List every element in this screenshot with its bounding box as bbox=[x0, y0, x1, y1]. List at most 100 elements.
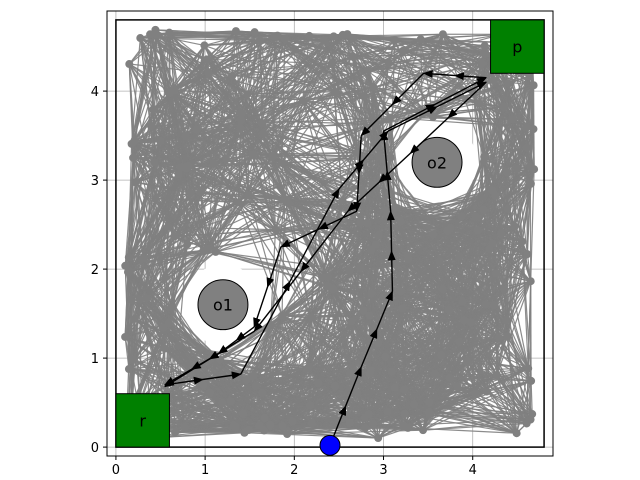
roadmap-node bbox=[317, 273, 326, 282]
roadmap-node bbox=[458, 297, 467, 306]
roadmap-node bbox=[367, 246, 376, 255]
roadmap-edge bbox=[131, 299, 247, 381]
roadmap-edge bbox=[232, 75, 374, 89]
roadmap-edge bbox=[248, 162, 283, 196]
roadmap-node bbox=[523, 250, 532, 259]
roadmap-node bbox=[473, 226, 482, 235]
x-tick-label: 1 bbox=[201, 463, 209, 478]
roadmap-edge bbox=[306, 288, 335, 370]
roadmap-edge bbox=[239, 38, 286, 129]
roadmap-node bbox=[435, 257, 444, 266]
roadmap-node bbox=[165, 88, 174, 97]
roadmap-node bbox=[364, 66, 373, 75]
roadmap-edge bbox=[287, 427, 366, 435]
roadmap-edge bbox=[349, 270, 371, 374]
roadmap-node bbox=[249, 371, 258, 380]
roadmap-edge bbox=[128, 34, 158, 65]
roadmap-node bbox=[368, 419, 377, 428]
roadmap-node bbox=[160, 344, 169, 353]
roadmap-edge bbox=[133, 34, 158, 141]
roadmap-edge bbox=[333, 288, 364, 312]
roadmap-edge bbox=[133, 157, 227, 160]
roadmap-edge bbox=[129, 63, 233, 77]
roadmap-edge bbox=[333, 91, 358, 153]
roadmap-edge bbox=[206, 58, 303, 101]
roadmap-node bbox=[513, 164, 522, 173]
roadmap-node bbox=[278, 311, 287, 320]
roadmap-edge bbox=[124, 299, 133, 338]
roadmap-node bbox=[396, 287, 405, 296]
roadmap-edge bbox=[466, 273, 497, 363]
roadmap-edge bbox=[202, 159, 227, 251]
roadmap-edge bbox=[370, 308, 404, 371]
roadmap-edge bbox=[239, 36, 276, 129]
obstacle-label-o2: o2 bbox=[427, 153, 447, 172]
roadmap-edge bbox=[422, 319, 508, 431]
roadmap-node bbox=[500, 285, 509, 294]
roadmap-node bbox=[167, 303, 176, 312]
roadmap-node bbox=[236, 124, 245, 133]
roadmap-edge bbox=[394, 207, 528, 255]
roadmap-node bbox=[202, 55, 211, 64]
roadmap-edge bbox=[261, 122, 363, 191]
roadmap-edge bbox=[246, 285, 329, 381]
roadmap-edge bbox=[131, 143, 188, 245]
roadmap-node bbox=[365, 311, 374, 320]
roadmap-node bbox=[273, 31, 282, 40]
roadmap-edge bbox=[472, 51, 485, 94]
roadmap-node bbox=[165, 28, 174, 37]
roadmap-edge bbox=[270, 222, 361, 326]
roadmap-edge bbox=[495, 253, 528, 274]
roadmap-node bbox=[359, 306, 368, 315]
roadmap-edge bbox=[371, 208, 508, 251]
roadmap-node bbox=[508, 115, 517, 124]
roadmap-node bbox=[481, 300, 490, 309]
roadmap-edge bbox=[167, 392, 263, 396]
roadmap-edge bbox=[369, 373, 458, 388]
roadmap-edge bbox=[506, 226, 516, 321]
roadmap-node bbox=[271, 225, 280, 234]
roadmap-node bbox=[278, 421, 287, 430]
roadmap-edge bbox=[231, 31, 237, 76]
roadmap-edge bbox=[174, 385, 256, 433]
roadmap-edge bbox=[149, 34, 198, 130]
roadmap-edge bbox=[506, 253, 528, 321]
roadmap-edge bbox=[402, 308, 488, 393]
roadmap-node bbox=[491, 191, 500, 200]
roadmap-edge bbox=[131, 244, 188, 301]
roadmap-node bbox=[150, 158, 159, 167]
roadmap-edge bbox=[323, 40, 391, 118]
roadmap-node bbox=[359, 92, 368, 101]
roadmap-node bbox=[250, 28, 259, 37]
roadmap-node bbox=[366, 366, 375, 375]
roadmap-edge bbox=[333, 35, 375, 88]
y-tick-label: 0 bbox=[91, 441, 99, 456]
roadmap-node bbox=[123, 268, 132, 277]
roadmap-node bbox=[425, 398, 434, 407]
roadmap-node bbox=[174, 170, 183, 179]
roadmap-node bbox=[242, 375, 251, 384]
roadmap-edge bbox=[449, 189, 493, 229]
roadmap-edge bbox=[246, 288, 334, 381]
roadmap-edge bbox=[196, 129, 283, 164]
roadmap-node bbox=[492, 371, 501, 380]
roadmap-edge bbox=[128, 250, 204, 370]
roadmap-node bbox=[375, 152, 384, 161]
roadmap-edge bbox=[483, 128, 534, 162]
roadmap-node bbox=[210, 159, 219, 168]
roadmap-edge bbox=[327, 207, 396, 287]
roadmap-edge bbox=[334, 91, 392, 159]
roadmap-node bbox=[298, 96, 307, 105]
roadmap-edge bbox=[352, 38, 391, 118]
start-marker bbox=[319, 434, 341, 456]
roadmap-edge bbox=[254, 31, 324, 42]
roadmap-node bbox=[200, 41, 209, 50]
roadmap-edge bbox=[420, 39, 424, 115]
roadmap-edge bbox=[394, 207, 487, 305]
roadmap-node bbox=[170, 232, 179, 241]
roadmap-edge bbox=[472, 93, 485, 162]
roadmap-node bbox=[129, 355, 138, 364]
roadmap-edge bbox=[134, 181, 204, 251]
roadmap-edge bbox=[177, 345, 250, 431]
